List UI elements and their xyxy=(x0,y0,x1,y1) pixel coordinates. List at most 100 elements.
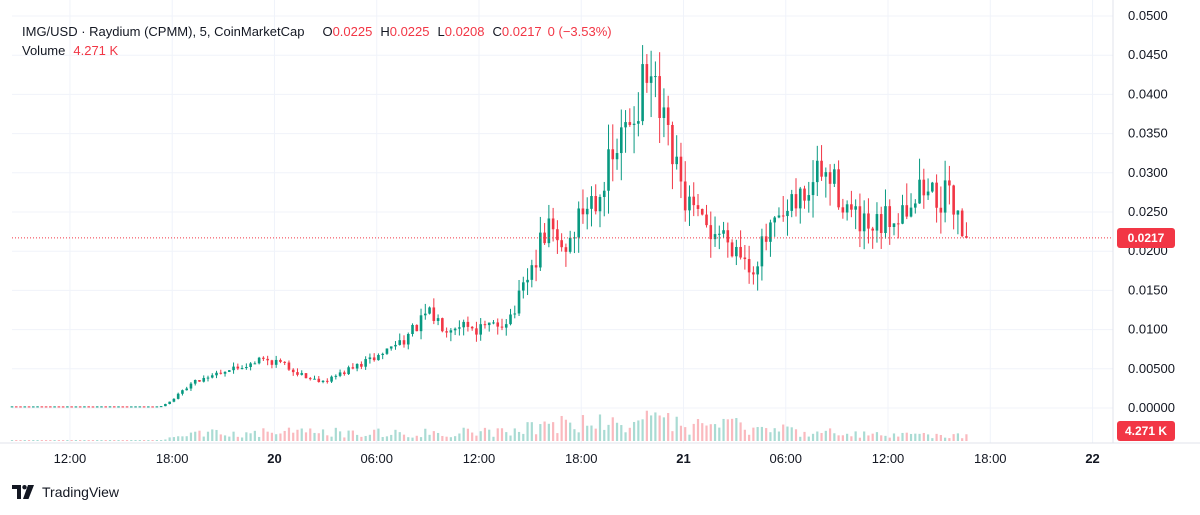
volume-bar xyxy=(726,419,729,441)
volume-bar xyxy=(509,435,512,441)
volume-label[interactable]: Volume xyxy=(22,43,66,58)
candle-body xyxy=(952,185,955,215)
volume-value: 4.271 K xyxy=(73,43,119,58)
candle-body xyxy=(517,290,521,314)
volume-bar xyxy=(155,440,158,441)
volume-bar xyxy=(748,434,751,441)
volume-bar xyxy=(62,440,65,441)
candle-body xyxy=(756,266,759,275)
volume-bar xyxy=(113,440,116,441)
volume-bar xyxy=(381,437,384,441)
candle-body xyxy=(266,358,269,361)
volume-bar xyxy=(488,429,491,441)
volume-bar xyxy=(667,413,670,441)
volume-bar xyxy=(172,437,176,441)
volume-bar xyxy=(739,422,742,441)
candle-body xyxy=(398,340,402,345)
candle-body xyxy=(662,107,666,118)
volume-bar xyxy=(922,432,925,441)
x-tick-label: 06:00 xyxy=(360,451,393,466)
candle-body xyxy=(841,207,845,213)
volume-bar xyxy=(40,440,43,441)
volume-bar xyxy=(534,434,538,441)
tradingview-footer[interactable]: TradingView xyxy=(12,484,119,500)
volume-bar xyxy=(948,438,951,441)
candle-body xyxy=(296,372,299,375)
volume-bar xyxy=(466,428,470,441)
volume-bar xyxy=(189,432,193,441)
volume-bar xyxy=(875,432,879,441)
candle-body xyxy=(709,225,713,240)
volume-bar xyxy=(679,425,683,441)
volume-bar xyxy=(752,427,755,441)
x-tick-label: 12:00 xyxy=(872,451,905,466)
volume-bar xyxy=(15,440,18,441)
volume-bar xyxy=(522,433,525,441)
candle-body xyxy=(913,203,917,208)
volume-bar xyxy=(49,440,52,441)
candle-body xyxy=(402,340,406,345)
candle-body xyxy=(683,181,687,211)
candle-body xyxy=(411,324,414,334)
candle-body xyxy=(858,206,862,232)
chart-grid xyxy=(12,0,1113,443)
volume-bar xyxy=(343,437,346,441)
volume-bar xyxy=(398,432,401,441)
candle-body xyxy=(786,210,789,217)
candle-body xyxy=(824,172,828,177)
volume-bar xyxy=(160,440,163,441)
candle-body xyxy=(675,156,678,165)
candle-body xyxy=(326,380,329,382)
volume-bar xyxy=(245,432,248,441)
candle-body xyxy=(381,353,384,355)
volume-bar xyxy=(462,427,465,441)
volume-bar xyxy=(258,436,261,441)
volume-bar xyxy=(266,431,269,441)
y-tick-label: 0.0250 xyxy=(1128,204,1168,219)
volume-bar xyxy=(142,440,146,441)
candle-body xyxy=(117,406,120,408)
volume-bar xyxy=(696,419,700,441)
candle-body xyxy=(415,324,419,332)
candle-body xyxy=(112,406,116,408)
symbol-title[interactable]: IMG/USD · Raydium (CPMM), 5, CoinMarketC… xyxy=(22,24,305,39)
volume-bar xyxy=(632,421,636,441)
volume-bar xyxy=(219,434,222,441)
volume-bar xyxy=(833,433,836,441)
candle-body xyxy=(223,371,227,374)
candle-body xyxy=(215,372,218,376)
volume-bar xyxy=(705,425,708,441)
candle-body xyxy=(752,272,755,275)
volume-bar xyxy=(577,432,580,441)
volume-bar xyxy=(351,430,354,441)
volume-bar xyxy=(202,436,205,441)
candle-body xyxy=(892,223,896,228)
x-tick-label: 12:00 xyxy=(54,451,87,466)
volume-bar xyxy=(326,435,329,441)
candle-body xyxy=(619,127,623,154)
candle-body xyxy=(526,279,529,283)
candle-body xyxy=(53,406,56,408)
volume-bar xyxy=(496,428,499,441)
volume-bar xyxy=(198,430,201,441)
volume-bar xyxy=(117,440,120,441)
candle-body xyxy=(607,149,610,191)
volume-bar xyxy=(939,434,942,441)
volume-bar xyxy=(701,423,704,441)
volume-bar xyxy=(309,428,312,441)
candle-body xyxy=(219,372,223,374)
candle-body xyxy=(867,213,870,229)
volume-bar xyxy=(79,440,82,441)
volume-bar xyxy=(441,435,444,441)
candle-body xyxy=(355,363,359,369)
volume-bar xyxy=(500,428,504,441)
volume-bar xyxy=(684,427,687,441)
volume-bar xyxy=(654,412,657,441)
volume-bar xyxy=(871,433,874,441)
volume-bar xyxy=(769,432,772,441)
volume-tag: 4.271 K xyxy=(1117,421,1175,441)
brand-name: TradingView xyxy=(42,484,120,500)
volume-bar xyxy=(360,436,363,441)
volume-bar xyxy=(91,440,95,441)
